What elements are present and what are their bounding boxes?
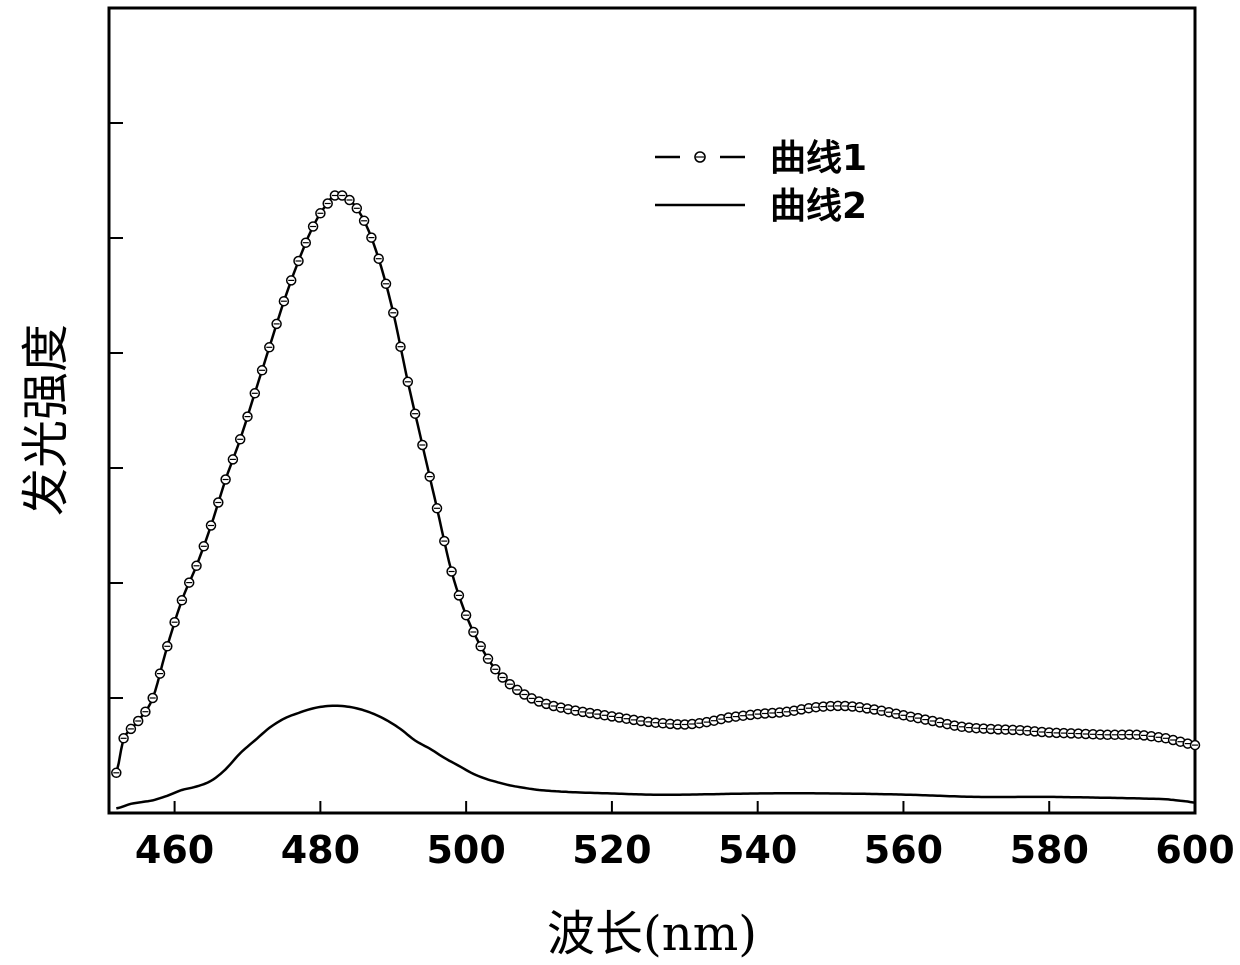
x-tick-label: 580 — [1010, 828, 1089, 872]
x-tick-label: 540 — [718, 828, 797, 872]
legend-label-series-2: 曲线2 — [770, 186, 867, 227]
series-layer — [112, 191, 1200, 808]
series-1-line — [116, 195, 1195, 773]
x-axis-title: 波长(nm) — [547, 906, 757, 962]
legend: 曲线1 曲线2 — [655, 138, 867, 227]
x-tick-label: 460 — [135, 828, 214, 872]
x-tick-label: 500 — [426, 828, 505, 872]
y-axis — [109, 123, 123, 698]
y-axis-title: 发光强度 — [18, 324, 74, 516]
x-tick-label: 480 — [281, 828, 360, 872]
legend-label-series-1: 曲线1 — [770, 138, 867, 179]
legend-entry-series-2: 曲线2 — [655, 186, 867, 227]
legend-entry-series-1: 曲线1 — [655, 138, 867, 179]
x-tick-label: 520 — [572, 828, 651, 872]
x-tick-label: 600 — [1155, 828, 1234, 872]
x-tick-label: 560 — [864, 828, 943, 872]
plot-frame — [109, 8, 1195, 813]
